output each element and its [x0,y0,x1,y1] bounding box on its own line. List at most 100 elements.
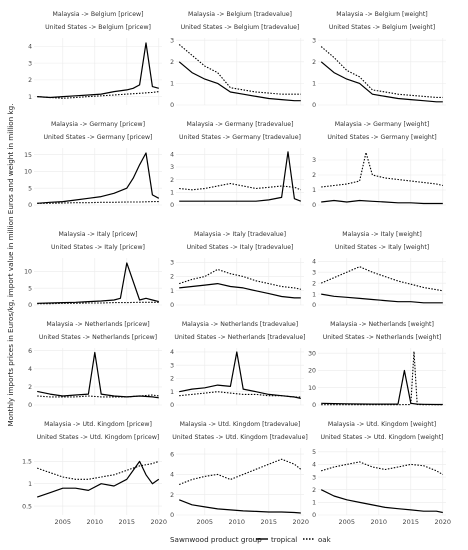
panel-title-line1: Malaysia -> Netherlands [pricew] [46,321,149,328]
series-line-tropical [37,262,159,304]
x-tick-label: 2015 [403,518,420,526]
y-tick-label: 3 [312,37,316,44]
chart-panel: Malaysia -> Italy [tradevalue] United Sta… [170,231,304,309]
series-line-tropical [320,61,443,103]
y-tick-label: 5 [28,285,32,292]
panel-title-line2: United States -> Belgium [tradevalue] [181,24,300,31]
x-tick-label: 2015 [261,518,278,526]
y-tick-label: 0 [312,202,316,209]
panel-title-line2: United States -> Italy [weight] [335,244,429,251]
y-tick-label: 10 [24,169,32,176]
panel-title-line2: United States -> Germany [weight] [327,134,436,141]
chart-panel: Malaysia -> Germany [weight] United State… [312,121,446,209]
x-tick-label: 2010 [87,518,104,526]
y-tick-label: 15 [24,152,32,159]
panel-title-line2: United States -> Germany [tradevalue] [179,134,301,141]
chart-panel: Malaysia -> Utd. Kingdom [pricew] United … [22,421,167,526]
y-tick-label: 0 [170,512,174,519]
y-tick-label: 0 [28,202,32,209]
panel-title-line2: United States -> Italy [pricew] [51,244,145,251]
panel-title-line1: Malaysia -> Utd. Kingdom [weight] [328,421,436,428]
y-tick-label: 10 [24,269,32,276]
series-line-oak [37,301,159,305]
y-tick-label: 4 [170,152,174,159]
panel-title-line1: Malaysia -> Italy [tradevalue] [194,231,286,238]
y-tick-label: 1 [28,481,32,488]
x-tick-label: 2010 [229,518,246,526]
y-tick-label: 3 [312,157,316,164]
y-tick-label: 2 [170,492,174,499]
y-tick-label: 2 [312,59,316,66]
chart-panel: Malaysia -> Germany [tradevalue] United S… [170,121,304,209]
x-tick-label: 2005 [197,518,214,526]
panel-grid: Malaysia -> Belgium [pricew] United State… [22,11,451,526]
panel-title-line2: United States -> Italy [tradevalue] [187,244,294,251]
chart-panel: Malaysia -> Netherlands [weight] United S… [308,321,446,409]
series-line-oak [178,44,301,95]
series-line-oak [321,151,443,188]
y-axis-label: Monthly imports prices in Euros/kg, impo… [6,103,15,426]
panel-title-line2: United States -> Belgium [pricew] [45,24,151,31]
y-tick-label: 2 [312,172,316,179]
panel-title-line1: Malaysia -> Italy [pricew] [58,231,137,238]
panel-title-line1: Malaysia -> Netherlands [tradevalue] [182,321,298,328]
y-tick-label: 2 [312,487,316,494]
y-tick-label: 1 [312,81,316,88]
panel-title-line1: Malaysia -> Utd. Kingdom [tradevalue] [180,421,301,428]
series-line-oak [179,391,301,398]
panel-title-line1: Malaysia -> Germany [tradevalue] [186,121,293,128]
y-tick-label: 2 [28,384,32,391]
y-tick-label: 1 [312,500,316,507]
legend-label-tropical: tropical [271,536,297,544]
y-tick-label: 1 [170,81,174,88]
series-line-oak [37,394,159,398]
panel-title-line2: United States -> Germany [pricew] [44,134,153,141]
panel-title-line1: Malaysia -> Italy [weight] [342,231,421,238]
y-tick-label: 5 [28,185,32,192]
y-tick-label: 0 [28,402,32,409]
legend-title: Sawnwood product group [170,535,262,544]
series-line-tropical [37,152,160,204]
y-tick-label: 2 [28,77,32,84]
panel-title-line1: Malaysia -> Netherlands [weight] [330,321,434,328]
y-tick-label: 1 [170,288,174,295]
x-tick-label: 2020 [293,518,310,526]
panel-title-line1: Malaysia -> Belgium [weight] [336,11,427,18]
panel-title-line2: United States -> Utd. Kingdom [pricew] [37,434,160,441]
legend-label-oak: oak [318,536,332,544]
series-line-tropical [37,42,159,99]
x-tick-label: 2020 [151,518,168,526]
panel-title-line1: Malaysia -> Belgium [pricew] [52,11,143,18]
chart-panel: Malaysia -> Belgium [tradevalue] United S… [170,11,304,109]
y-tick-label: 2 [170,177,174,184]
y-tick-label: 1 [170,389,174,396]
y-tick-label: 5 [312,449,316,456]
chart-panel: Malaysia -> Italy [pricew] United States … [24,231,162,309]
panel-title-line2: United States -> Netherlands [weight] [323,334,442,341]
chart-panel: Malaysia -> Utd. Kingdom [weight] United … [312,421,451,526]
panel-title-line2: United States -> Netherlands [pricew] [39,334,157,341]
series-line-oak [320,46,443,98]
panel-title-line2: United States -> Netherlands [tradevalue… [174,334,305,341]
series-line-tropical [178,499,301,514]
series-line-tropical [321,199,443,205]
chart-panel: Malaysia -> Belgium [weight] United State… [312,11,446,109]
y-tick-label: 20 [308,368,316,375]
chart-panel: Malaysia -> Netherlands [pricew] United S… [28,321,162,409]
y-tick-label: 6 [170,451,174,458]
panel-title-line1: Malaysia -> Utd. Kingdom [pricew] [44,421,152,428]
series-line-tropical [37,351,159,399]
y-tick-label: 1 [28,94,32,101]
y-tick-label: 0.5 [22,503,32,510]
y-tick-label: 0 [312,102,316,109]
panel-title-line1: Malaysia -> Germany [weight] [335,121,429,128]
series-line-oak [321,461,444,475]
y-tick-label: 6 [28,348,32,355]
series-line-oak [321,350,443,406]
y-tick-label: 4 [170,472,174,479]
y-tick-label: 30 [308,350,316,357]
y-tick-label: 0 [170,302,174,309]
y-tick-label: 0 [312,302,316,309]
series-line-tropical [320,489,443,514]
